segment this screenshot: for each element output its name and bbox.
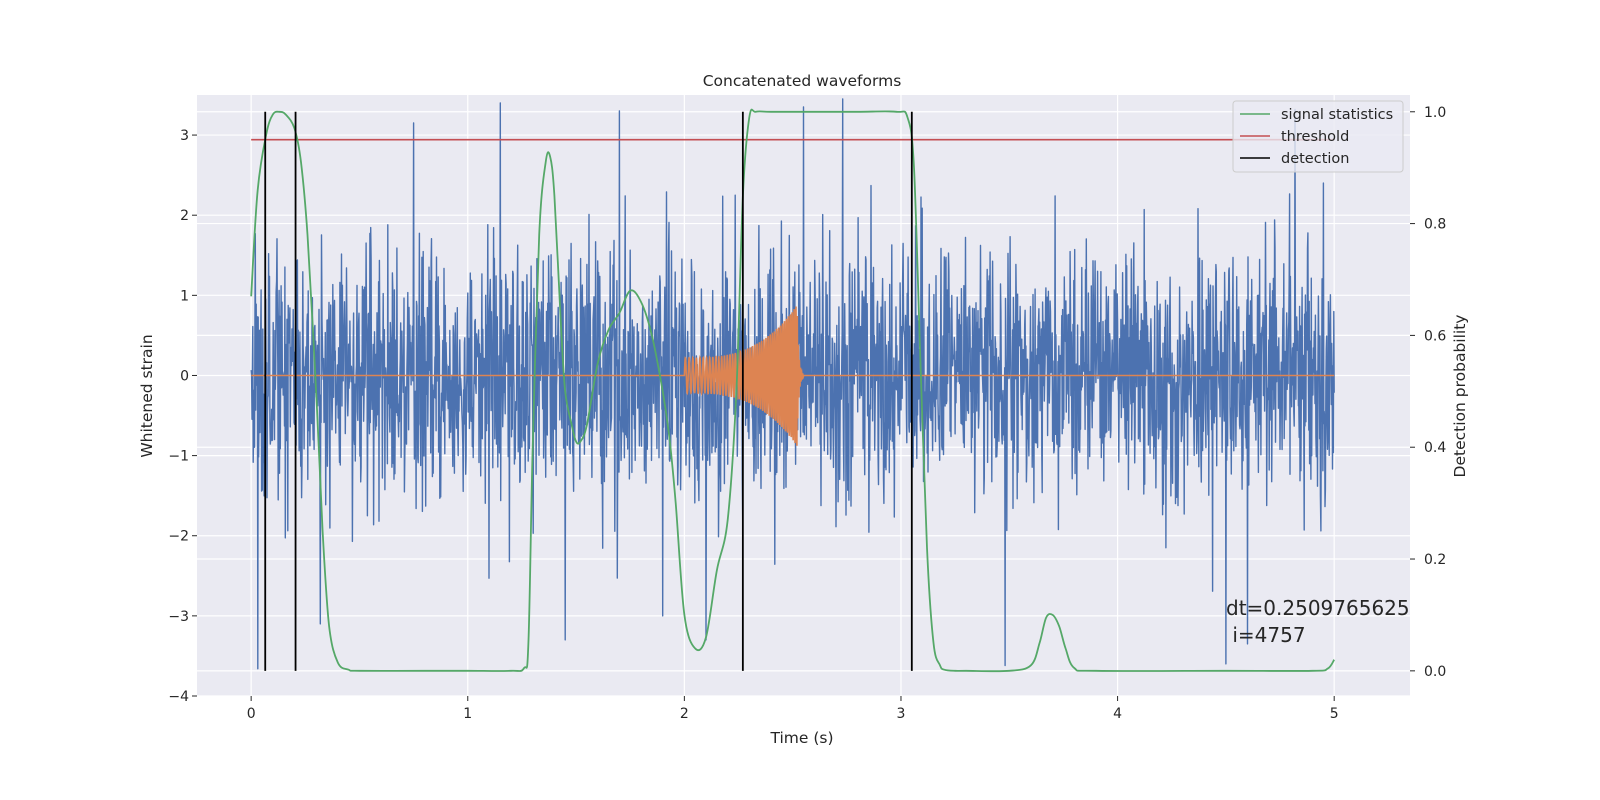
chart-title: Concatenated waveforms <box>703 72 902 90</box>
legend-label-threshold: threshold <box>1281 129 1349 145</box>
legend-label-statistics: signal statistics <box>1281 107 1393 123</box>
x-tick-label: 3 <box>897 706 906 722</box>
legend: signal statistics threshold detection <box>1232 100 1404 173</box>
legend-box <box>1232 100 1404 173</box>
x-tick-label: 0 <box>247 706 256 722</box>
annotation-line-dt: dt=0.2509765625 <box>1226 596 1410 620</box>
y2-tick-label: 0.0 <box>1424 664 1446 680</box>
waveform-series <box>251 306 1335 446</box>
y-axis-ticks: −4 −3 −2 −1 0 1 2 3 <box>168 128 197 705</box>
y-tick-label: 1 <box>180 288 189 304</box>
y-axis-label: Whitened strain <box>138 334 156 457</box>
legend-label-detection: detection <box>1281 151 1349 167</box>
y2-tick-label: 0.8 <box>1424 217 1446 233</box>
y-tick-label: −3 <box>168 609 189 625</box>
annotation-line-i: i=4757 <box>1226 623 1306 647</box>
waveform-line <box>251 306 1335 446</box>
statistics-line <box>250 108 1335 673</box>
x-axis-ticks: 0 1 2 3 4 5 <box>247 696 1339 722</box>
y-tick-label: 0 <box>180 368 189 384</box>
statistics-series <box>250 108 1335 673</box>
y2-tick-label: 1.0 <box>1424 105 1446 121</box>
y2-tick-label: 0.4 <box>1424 440 1446 456</box>
y2-axis-ticks: 0.0 0.2 0.4 0.6 0.8 1.0 <box>1410 105 1446 680</box>
x-tick-label: 4 <box>1113 706 1122 722</box>
x-axis-label: Time (s) <box>769 729 833 747</box>
y2-axis-label: Detection probability <box>1451 315 1469 478</box>
y2-tick-label: 0.6 <box>1424 328 1446 344</box>
y2-tick-label: 0.2 <box>1424 552 1446 568</box>
detection-series <box>264 111 913 671</box>
y-tick-label: 2 <box>180 208 189 224</box>
y-tick-label: 3 <box>180 128 189 144</box>
y-tick-label: −1 <box>168 449 189 465</box>
x-tick-label: 1 <box>463 706 472 722</box>
x-tick-label: 5 <box>1330 706 1339 722</box>
dt-annotation: dt=0.2509765625 i=4757 <box>1226 596 1410 647</box>
y-tick-label: −2 <box>168 529 189 545</box>
x-tick-label: 2 <box>680 706 689 722</box>
y-tick-label: −4 <box>168 689 189 705</box>
